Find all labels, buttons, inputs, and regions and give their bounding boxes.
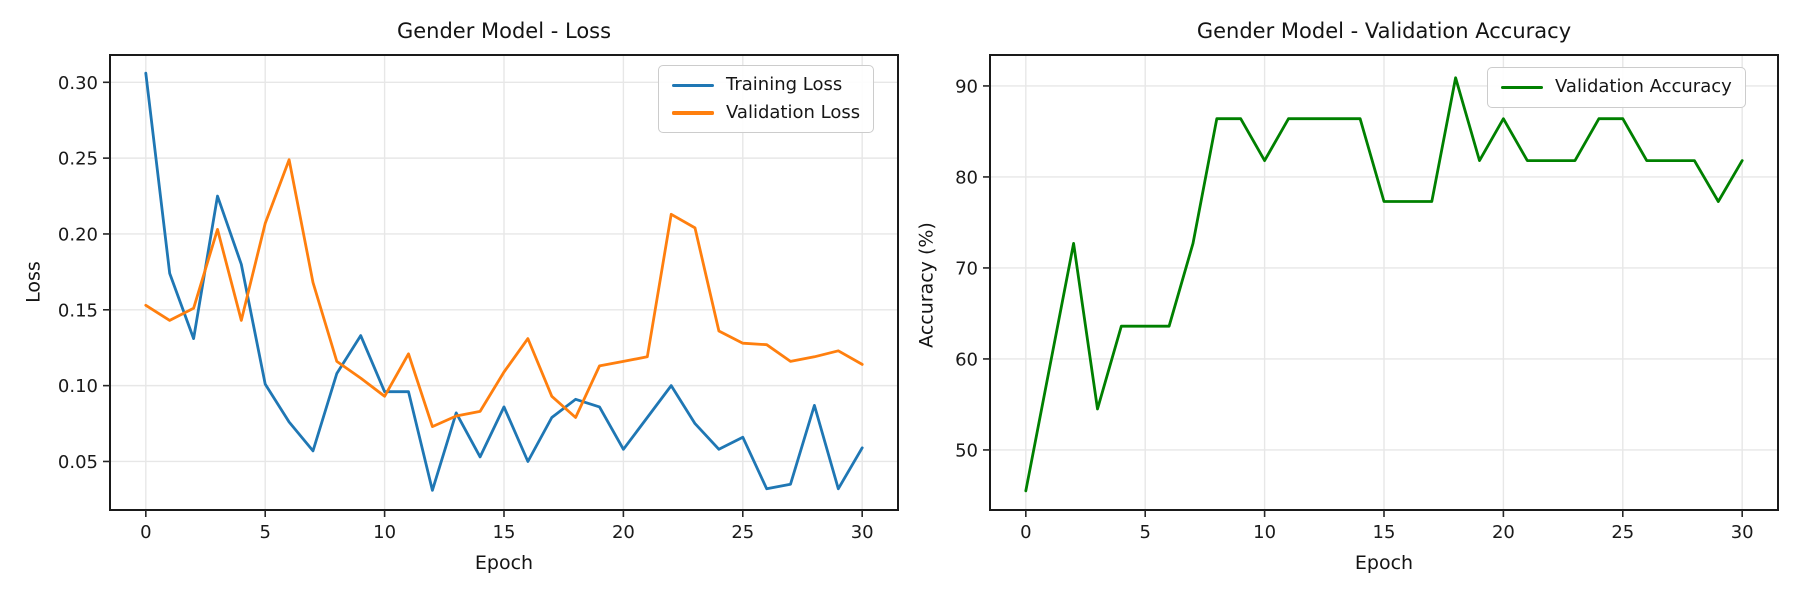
y-tick-label: 0.25 [58,149,98,170]
y-tick-label: 0.10 [58,376,98,397]
y-axis-label-accuracy: Accuracy (%) [915,222,938,348]
y-tick-label: 60 [955,349,978,370]
y-tick-label: 90 [955,76,978,97]
x-tick-label: 30 [851,522,874,543]
y-axis-label-loss: Loss [22,261,45,303]
legend-line-sample [1501,85,1543,89]
legend-line-sample [672,111,714,115]
x-tick-label: 25 [1611,522,1634,543]
line-series-training-loss [144,71,864,492]
legend-line-sample [672,83,714,87]
legend-accuracy: Validation Accuracy [1487,67,1746,108]
y-tick-label: 0.05 [58,452,98,473]
x-tick-label: 5 [259,522,270,543]
x-tick-label: 5 [1139,522,1150,543]
line-series-validation-accuracy [1024,76,1744,493]
legend-loss: Training Loss Validation Loss [658,65,875,134]
x-axis-label-loss: Epoch [474,552,534,574]
x-tick-label: 20 [1492,522,1515,543]
legend-item-label: Validation Accuracy [1555,76,1732,97]
y-tick-label: 0.20 [58,224,98,245]
y-tick-label: 70 [955,258,978,279]
x-tick-label: 15 [1373,522,1396,543]
legend-item: Validation Loss [672,101,861,124]
x-tick-label: 0 [1020,522,1031,543]
x-tick-label: 0 [140,522,151,543]
x-tick-label: 15 [493,522,516,543]
y-tick-label: 50 [955,440,978,461]
y-tick-label: 80 [955,167,978,188]
x-tick-label: 10 [373,522,396,543]
chart-title-accuracy: Gender Model - Validation Accuracy [1196,19,1572,43]
legend-item-label: Training Loss [726,74,843,95]
legend-item-label: Validation Loss [726,101,861,123]
x-tick-label: 10 [1253,522,1276,543]
y-tick-label: 0.30 [58,73,98,94]
line-series-validation-loss [144,158,864,429]
y-tick-label: 0.15 [58,300,98,321]
legend-item: Validation Accuracy [1501,76,1732,98]
x-tick-label: 30 [1731,522,1754,543]
x-tick-label: 25 [731,522,754,543]
legend-item: Training Loss [672,74,860,96]
x-tick-label: 20 [612,522,635,543]
chart-title-loss: Gender Model - Loss [396,19,612,43]
x-axis-label-accuracy: Epoch [1354,552,1414,574]
